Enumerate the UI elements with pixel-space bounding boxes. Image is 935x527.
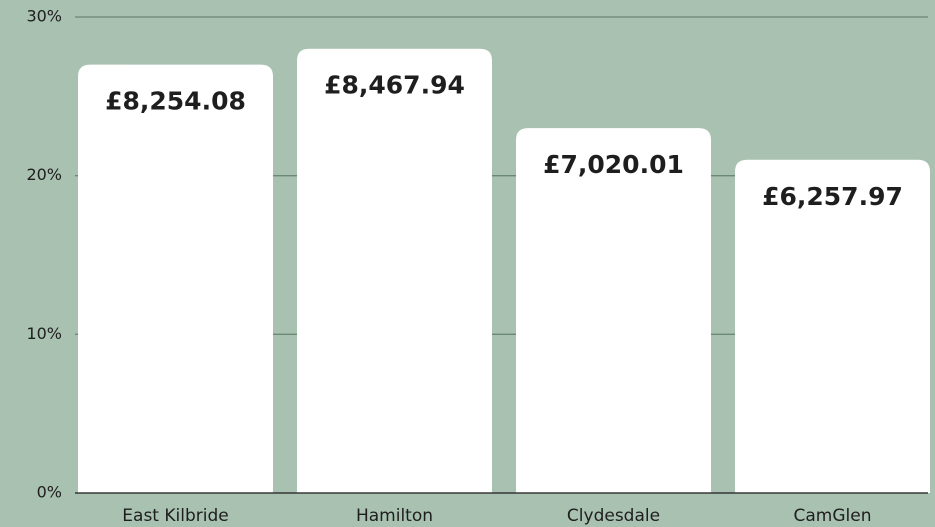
x-tick-label: East Kilbride bbox=[122, 506, 228, 526]
bar-annotation: £6,257.97 bbox=[762, 182, 903, 211]
bar bbox=[297, 48, 492, 493]
y-tick-label: 0% bbox=[37, 483, 62, 502]
x-tick-label: CamGlen bbox=[794, 506, 872, 526]
y-tick-label: 30% bbox=[26, 7, 62, 26]
bar-annotation: £8,254.08 bbox=[105, 87, 246, 116]
bar-annotation: £8,467.94 bbox=[324, 71, 465, 100]
bar-annotation: £7,020.01 bbox=[543, 150, 684, 179]
x-tick-label: Clydesdale bbox=[567, 506, 660, 526]
bar bbox=[78, 64, 273, 493]
y-tick-label: 10% bbox=[26, 324, 62, 343]
bar bbox=[516, 128, 711, 494]
y-tick-label: 20% bbox=[26, 165, 62, 184]
bar bbox=[735, 159, 930, 494]
x-tick-label: Hamilton bbox=[356, 506, 433, 526]
